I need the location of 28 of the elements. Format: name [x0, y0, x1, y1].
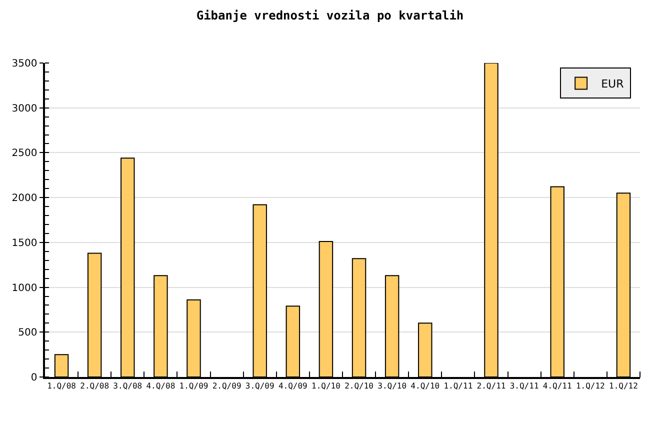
x-tick-label: 3.Q/11	[510, 381, 539, 390]
x-tick-label: 1.Q/12	[576, 381, 606, 390]
x-tick-label: 3.Q/09	[245, 381, 274, 390]
x-tick-label: 4.Q/10	[410, 381, 440, 390]
x-tick-label: 1.Q/10	[312, 381, 341, 390]
y-tick-label: 1000	[12, 282, 38, 294]
x-tick-label: 1.Q/12	[609, 381, 638, 390]
x-tick-label: 1.Q/11	[444, 381, 473, 390]
x-tick-label: 3.Q/08	[113, 381, 142, 390]
x-tick-label: 4.Q/09	[278, 381, 308, 390]
x-tick-label: 2.Q/09	[212, 381, 242, 390]
y-tick-label: 3000	[12, 103, 38, 114]
legend-label: EUR	[601, 78, 624, 90]
y-tick-label: 2000	[12, 193, 38, 204]
x-tick-label: 4.Q/08	[146, 381, 176, 390]
x-tick-label: 2.Q/11	[476, 381, 506, 390]
x-tick-label: 4.Q/11	[542, 381, 572, 390]
y-tick-label: 1500	[12, 238, 38, 249]
x-tick-label: 1.Q/09	[179, 381, 208, 390]
y-tick-label: 0	[30, 372, 38, 384]
y-tick-label: 3500	[12, 58, 38, 70]
x-tick-label: 3.Q/10	[378, 381, 407, 390]
x-tick-label: 2.Q/08	[80, 381, 110, 390]
y-tick-label: 2500	[12, 148, 38, 160]
chart-title: Gibanje vrednosti vozila po kvartalih	[196, 8, 464, 22]
x-tick-label: 1.Q/08	[47, 381, 76, 390]
x-tick-label: 2.Q/10	[344, 381, 374, 390]
y-tick-label: 500	[18, 328, 38, 339]
